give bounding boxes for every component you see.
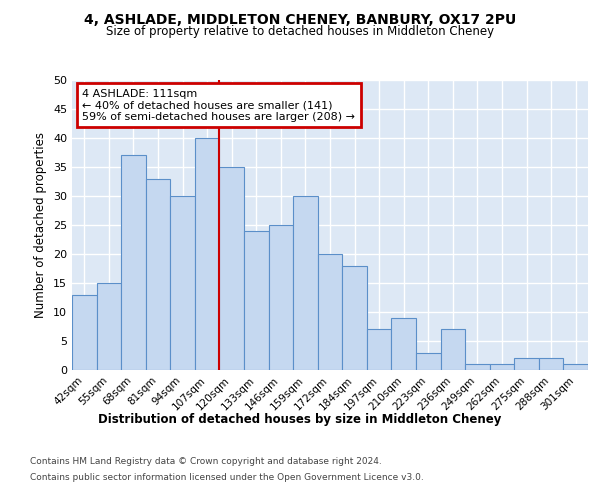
Bar [416, 352, 440, 370]
Bar [367, 330, 391, 370]
Bar [195, 138, 220, 370]
Bar [220, 167, 244, 370]
Bar [490, 364, 514, 370]
Bar [269, 225, 293, 370]
Bar [146, 178, 170, 370]
Text: Contains HM Land Registry data © Crown copyright and database right 2024.: Contains HM Land Registry data © Crown c… [30, 458, 382, 466]
Y-axis label: Number of detached properties: Number of detached properties [34, 132, 47, 318]
Text: 4, ASHLADE, MIDDLETON CHENEY, BANBURY, OX17 2PU: 4, ASHLADE, MIDDLETON CHENEY, BANBURY, O… [84, 12, 516, 26]
Bar [318, 254, 342, 370]
Bar [539, 358, 563, 370]
Bar [440, 330, 465, 370]
Bar [391, 318, 416, 370]
Bar [514, 358, 539, 370]
Text: Size of property relative to detached houses in Middleton Cheney: Size of property relative to detached ho… [106, 25, 494, 38]
Bar [72, 294, 97, 370]
Text: Distribution of detached houses by size in Middleton Cheney: Distribution of detached houses by size … [98, 412, 502, 426]
Bar [244, 231, 269, 370]
Bar [170, 196, 195, 370]
Bar [465, 364, 490, 370]
Bar [563, 364, 588, 370]
Text: Contains public sector information licensed under the Open Government Licence v3: Contains public sector information licen… [30, 472, 424, 482]
Text: 4 ASHLADE: 111sqm
← 40% of detached houses are smaller (141)
59% of semi-detache: 4 ASHLADE: 111sqm ← 40% of detached hous… [82, 88, 355, 122]
Bar [97, 283, 121, 370]
Bar [342, 266, 367, 370]
Bar [293, 196, 318, 370]
Bar [121, 156, 146, 370]
